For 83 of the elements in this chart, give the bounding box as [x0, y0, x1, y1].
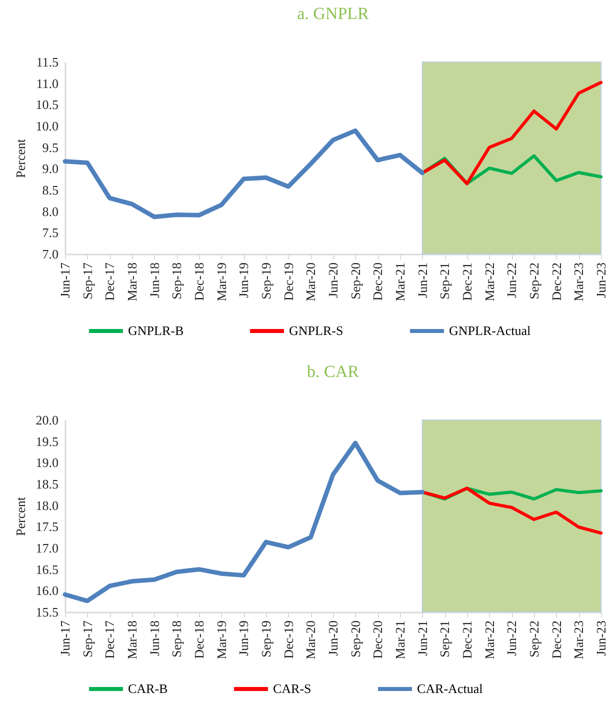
x-tick-label: Dec-22: [548, 262, 564, 301]
x-tick-label: Dec-19: [280, 262, 296, 301]
x-tick-label: Mar-21: [392, 262, 408, 302]
x-tick-label: Sep-21: [437, 262, 452, 300]
x-tick-label: Sep-18: [169, 620, 184, 658]
x-tick-label: Dec-17: [102, 620, 118, 659]
y-tick-label: 18.0: [36, 498, 58, 513]
x-tick-label: Mar-23: [571, 620, 586, 660]
legend-label: CAR-B: [128, 681, 168, 696]
chart-title: a. GNPLR: [297, 4, 370, 23]
y-tick-label: 10.5: [36, 97, 58, 112]
y-tick-label: 11.5: [36, 54, 58, 70]
y-tick-label: 17.0: [36, 540, 58, 556]
x-tick-label: Jun-21: [414, 262, 430, 298]
x-tick-label: Mar-20: [303, 620, 318, 660]
x-tick-label: Sep-17: [80, 262, 95, 300]
y-tick-label: 8.0: [42, 204, 58, 219]
x-tick-label: Jun-18: [146, 262, 162, 298]
y-tick-label: 18.5: [36, 476, 58, 492]
legend-label: CAR-Actual: [417, 681, 484, 696]
x-tick-label: Jun-17: [58, 262, 72, 298]
y-tick-label: 9.5: [42, 140, 58, 155]
x-tick-label: Sep-19: [258, 620, 274, 658]
x-tick-label: Mar-20: [303, 262, 318, 302]
x-tick-label: Jun-19: [236, 620, 252, 656]
line-series: [420, 80, 603, 186]
y-tick-label: 11.0: [36, 76, 58, 91]
x-tick-label: Sep-20: [348, 262, 363, 300]
legend-label: CAR-S: [273, 681, 312, 696]
x-tick-label: Dec-17: [102, 262, 118, 301]
x-tick-label: Dec-20: [370, 620, 386, 659]
x-tick-label: Jun-18: [146, 620, 162, 656]
y-tick-label: 7.0: [42, 246, 58, 262]
x-tick-label: Mar-21: [392, 620, 408, 660]
x-tick-label: Dec-21: [460, 262, 474, 301]
chart-title: b. CAR: [307, 362, 360, 381]
x-tick-label: Dec-18: [192, 262, 206, 301]
x-tick-label: Mar-19: [214, 262, 229, 302]
y-tick-label: 20.0: [36, 412, 58, 428]
line-series: [62, 440, 425, 604]
x-tick-label: Mar-18: [124, 620, 140, 660]
y-tick-label: 19.0: [36, 455, 58, 470]
x-tick-label: Jun-21: [414, 620, 430, 656]
x-tick-label: Mar-22: [482, 620, 497, 660]
y-tick-label: 16.0: [36, 583, 58, 598]
y-tick-label: 16.5: [36, 562, 58, 577]
x-tick-label: Mar-22: [482, 262, 497, 302]
x-tick-label: Sep-17: [80, 620, 95, 658]
x-tick-label: Jun-23: [594, 262, 608, 298]
x-tick-label: Jun-20: [326, 620, 340, 656]
legend-label: GNPLR-Actual: [449, 323, 531, 338]
x-tick-label: Sep-18: [169, 262, 184, 300]
legend-label: GNPLR-B: [128, 323, 184, 338]
x-tick-label: Sep-21: [437, 620, 452, 658]
y-tick-label: 7.5: [42, 225, 58, 240]
y-tick-label: 15.5: [36, 604, 58, 620]
x-tick-label: Jun-20: [326, 262, 340, 298]
y-axis-title: Percent: [12, 138, 28, 178]
x-tick-label: Dec-20: [370, 262, 386, 301]
x-tick-label: Jun-19: [236, 262, 252, 298]
x-tick-label: Dec-22: [548, 620, 564, 659]
x-tick-label: Mar-19: [214, 620, 229, 660]
x-tick-label: Dec-19: [280, 620, 296, 659]
x-tick-label: Jun-22: [504, 620, 520, 656]
x-tick-label: Jun-17: [58, 620, 72, 656]
y-tick-label: 9.0: [42, 161, 58, 176]
legend-label: GNPLR-S: [289, 323, 344, 338]
x-tick-label: Mar-18: [124, 262, 140, 302]
x-tick-label: Dec-18: [192, 620, 206, 659]
y-axis-title: Percent: [12, 496, 28, 536]
x-tick-label: Jun-23: [594, 620, 608, 656]
x-tick-label: Jun-22: [504, 262, 520, 298]
y-tick-label: 10.0: [36, 118, 58, 134]
y-tick-label: 8.5: [42, 182, 58, 198]
line-series: [62, 128, 425, 220]
x-tick-label: Sep-22: [526, 620, 542, 658]
x-tick-label: Sep-20: [348, 620, 363, 658]
x-tick-label: Sep-19: [258, 262, 274, 300]
y-tick-label: 17.5: [36, 519, 58, 534]
x-tick-label: Mar-23: [571, 262, 586, 302]
x-tick-label: Dec-21: [460, 620, 474, 659]
x-tick-label: Sep-22: [526, 262, 542, 300]
y-tick-label: 19.5: [36, 434, 58, 449]
